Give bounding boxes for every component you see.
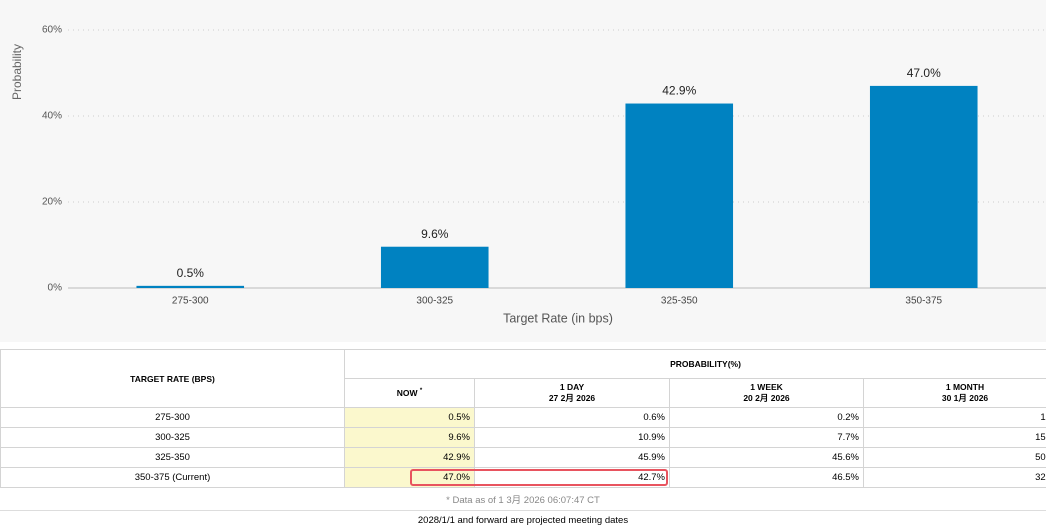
table-cell: 50.3% xyxy=(864,448,1046,468)
highlight-box xyxy=(410,469,668,486)
x-tick-label: 300-325 xyxy=(416,296,453,307)
table-cell: 45.6% xyxy=(670,448,864,468)
table: TARGET RATE (BPS) PROBABILITY(%) NOW *1 … xyxy=(0,349,1046,488)
bar xyxy=(625,104,733,288)
table-cell: 300-325 xyxy=(1,428,345,448)
table-cell: 32.7% xyxy=(864,468,1046,488)
header-note: * xyxy=(420,388,422,394)
table-cell: 45.9% xyxy=(475,448,670,468)
table-cell: 10.9% xyxy=(475,428,670,448)
table-cell: 0.5% xyxy=(345,408,475,428)
header-label: 1 MONTH xyxy=(946,382,984,392)
footer: 2028/1/1 and forward are projected meeti… xyxy=(0,510,1046,532)
x-tick-label: 325-350 xyxy=(661,296,698,307)
data-label: 47.0% xyxy=(907,66,941,80)
table-cell: 325-350 xyxy=(1,448,345,468)
data-label: 9.6% xyxy=(421,227,449,241)
table-cell: 7.7% xyxy=(670,428,864,448)
bar xyxy=(136,286,244,288)
bar xyxy=(870,86,978,288)
chart: Probability Target Rate (in bps) 0% 20% 40… xyxy=(0,0,1046,342)
bar xyxy=(381,247,489,288)
header-label: 1 DAY xyxy=(560,382,584,392)
header-date: 30 1月 2026 xyxy=(942,393,988,403)
y-tick-label: 60% xyxy=(42,25,62,36)
table-cell: 15.7% xyxy=(864,428,1046,448)
table-cell: 275-300 xyxy=(1,408,345,428)
table-cell: 350-375 (Current) xyxy=(1,468,345,488)
footnote: * Data as of 1 3月 2026 06:07:47 CT xyxy=(0,492,1046,506)
table-cell: 0.6% xyxy=(475,408,670,428)
header-date: 27 2月 2026 xyxy=(549,393,595,403)
table-cell: 42.9% xyxy=(345,448,475,468)
table-cell: 0.2% xyxy=(670,408,864,428)
header-label: 1 WEEK xyxy=(750,382,783,392)
header-label: NOW xyxy=(397,388,418,398)
header-cell: PROBABILITY(%) xyxy=(345,350,1046,379)
data-label: 0.5% xyxy=(177,266,205,280)
header-cell: TARGET RATE (BPS) xyxy=(1,350,345,408)
header-date: 20 2月 2026 xyxy=(743,393,789,403)
y-axis-title: Probability xyxy=(10,44,24,100)
y-tick-label: 20% xyxy=(42,197,62,208)
header-cell: NOW * xyxy=(345,379,475,408)
x-tick-label: 275-300 xyxy=(172,296,209,307)
y-tick-label: 0% xyxy=(48,283,63,294)
table-cell: 46.5% xyxy=(670,468,864,488)
y-tick-label: 40% xyxy=(42,111,62,122)
data-label: 42.9% xyxy=(662,84,696,98)
x-axis-title: Target Rate (in bps) xyxy=(503,311,613,325)
x-tick-label: 350-375 xyxy=(905,296,942,307)
table-cell: 9.6% xyxy=(345,428,475,448)
table-cell: 1.3% xyxy=(864,408,1046,428)
